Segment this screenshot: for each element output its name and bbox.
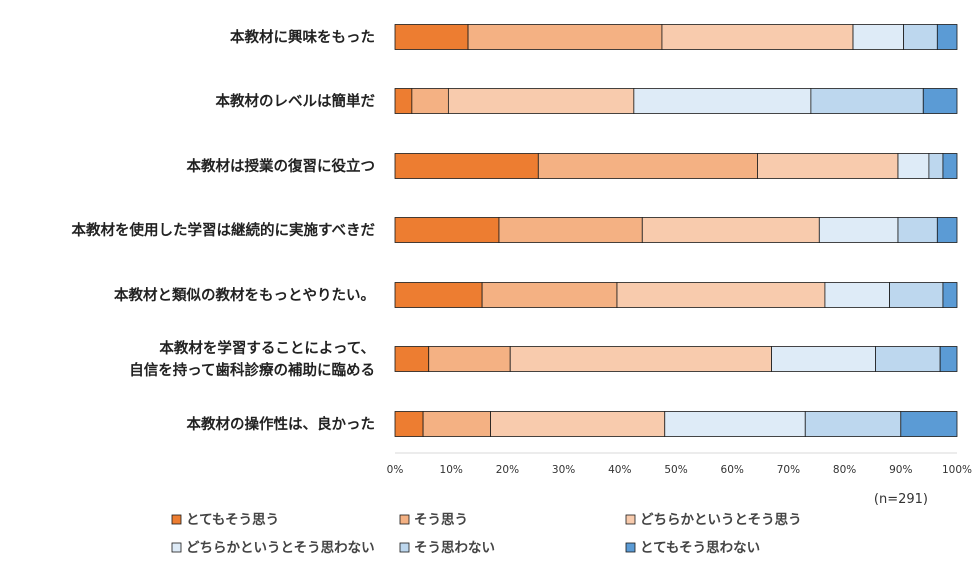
x-tick-label: 90% — [889, 464, 912, 476]
category-label: 本教材のレベルは簡単だ — [216, 92, 376, 110]
category-label: 本教材の操作性は、良かった — [187, 415, 376, 433]
x-tick-label: 10% — [440, 464, 463, 476]
category-label: 本教材と類似の教材をもっとやりたい。 — [114, 286, 375, 304]
bar-segment — [467, 24, 663, 50]
bar-segment — [922, 88, 958, 114]
bar-segment — [824, 282, 890, 308]
bar-segment — [875, 346, 941, 372]
bar-segment — [900, 411, 958, 437]
x-tick-label: 80% — [833, 464, 856, 476]
bar-segment — [537, 153, 758, 179]
x-tick-label: 100% — [942, 464, 972, 476]
bar-segment — [661, 24, 854, 50]
bar-segment — [810, 88, 924, 114]
legend-label: どちらかというとそう思う — [640, 512, 802, 528]
category-label: 本教材は授業の復習に役立つ — [187, 157, 376, 175]
x-tick-label: 40% — [608, 464, 631, 476]
bar-segment — [447, 88, 635, 114]
bar-segment — [394, 24, 469, 50]
bar-segment — [641, 217, 820, 243]
bar-segment — [422, 411, 491, 437]
sample-size-note: (n=291) — [874, 492, 928, 507]
bar-segment — [897, 153, 930, 179]
bar-segment — [818, 217, 899, 243]
bar-segment — [411, 88, 449, 114]
bar-segment — [936, 24, 958, 50]
bar-segment — [394, 346, 430, 372]
x-tick-label: 50% — [664, 464, 687, 476]
legend-label: どちらかというとそう思わない — [186, 540, 375, 556]
bar-segment — [633, 88, 812, 114]
bar-segment — [509, 346, 772, 372]
x-tick-label: 60% — [721, 464, 744, 476]
legend-swatch — [171, 542, 182, 553]
category-label: 本教材に興味をもった — [230, 28, 375, 46]
legend-swatch — [625, 542, 636, 553]
bar-segment — [942, 282, 958, 308]
category-labels: 本教材に興味をもった本教材のレベルは簡単だ本教材は授業の復習に役立つ本教材を使用… — [72, 28, 376, 433]
bar-segment — [889, 282, 944, 308]
bar-segment — [928, 153, 944, 179]
bar-segment — [490, 411, 666, 437]
bar-segment — [394, 217, 500, 243]
bar-segment — [757, 153, 899, 179]
bars — [394, 24, 958, 437]
bar-segment — [481, 282, 618, 308]
legend-label: とてもそう思わない — [640, 540, 760, 556]
category-label: 本教材を使用した学習は継続的に実施すべきだ — [72, 221, 376, 239]
category-label: 自信を持って歯科診療の補助に臨める — [129, 361, 375, 379]
bar-segment — [498, 217, 643, 243]
bar-segment — [394, 411, 424, 437]
bar-segment — [394, 282, 483, 308]
legend-swatch — [399, 514, 410, 525]
bar-segment — [804, 411, 902, 437]
bar-segment — [942, 153, 958, 179]
bar-segment — [428, 346, 511, 372]
legend-swatch — [625, 514, 636, 525]
legend-label: そう思う — [414, 512, 468, 528]
legend-swatch — [171, 514, 182, 525]
bar-segment — [616, 282, 826, 308]
x-tick-label: 70% — [777, 464, 800, 476]
legend-swatch — [399, 542, 410, 553]
legend-label: とてもそう思う — [186, 512, 279, 528]
x-tick-label: 20% — [496, 464, 519, 476]
legend-label: そう思わない — [414, 540, 495, 556]
x-tick-label: 30% — [552, 464, 575, 476]
bar-segment — [897, 217, 938, 243]
x-axis-ticks: 0% 10% 20% 30% 40% 50% 60% 70% 80% 90% 100% — [387, 464, 972, 476]
bar-segment — [771, 346, 876, 372]
bar-segment — [664, 411, 806, 437]
x-tick-label: 0% — [387, 464, 404, 476]
category-label: 本教材を学習することによって、 — [159, 339, 375, 357]
bar-segment — [394, 153, 539, 179]
bar-segment — [394, 88, 413, 114]
bar-segment — [936, 217, 958, 243]
bar-segment — [939, 346, 958, 372]
bar-segment — [903, 24, 938, 50]
bar-segment — [852, 24, 905, 50]
